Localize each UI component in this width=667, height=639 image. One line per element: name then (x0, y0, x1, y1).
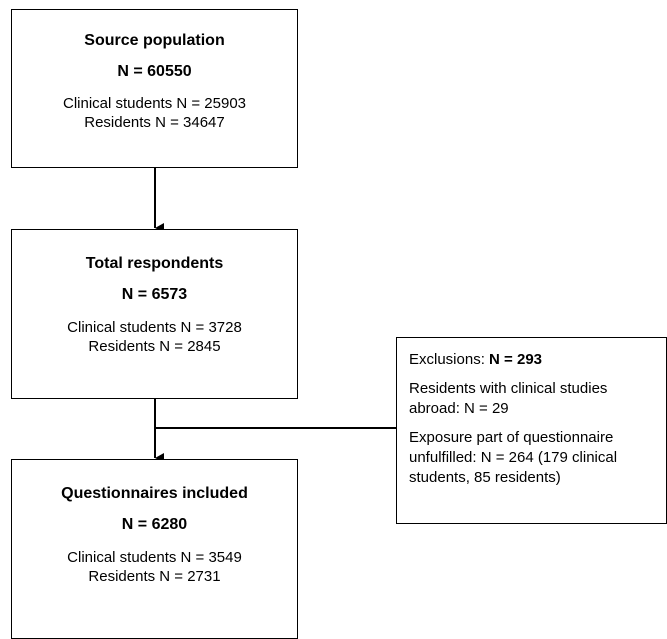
exclusion-item-line: students, 85 residents) (409, 469, 561, 486)
flow-connectors (154, 168, 396, 463)
box-count: N = 6280 (121, 516, 188, 533)
exclusion-item-line: unfulfilled: N = 264 (179 clinical (409, 449, 618, 466)
exclusions-count: N = 293 (489, 351, 543, 368)
box-title: Total respondents (85, 255, 224, 272)
box-detail-line: Residents N = 2731 (88, 568, 221, 585)
box-detail-line: Clinical students N = 3728 (67, 319, 242, 336)
box-count: N = 60550 (117, 63, 192, 80)
exclusion-item-unfulfilled: Exposure part of questionnaire unfulfill… (409, 428, 666, 488)
box-detail-line: Residents N = 34647 (84, 114, 225, 131)
box-detail-line: Residents N = 2845 (88, 338, 221, 355)
box-count: N = 6573 (121, 286, 188, 303)
exclusions-label: Exclusions: (409, 351, 490, 368)
exclusion-item-line: abroad: N = 29 (409, 400, 509, 417)
total-respondents-box: Total respondents N = 6573 Clinical stud… (11, 229, 298, 399)
exclusion-item-abroad: Residents with clinical studies abroad: … (409, 379, 666, 419)
exclusions-box: Exclusions: N = 293 Residents with clini… (396, 337, 667, 524)
source-population-box: Source population N = 60550 Clinical stu… (11, 9, 298, 168)
box-title: Questionnaires included (61, 485, 248, 502)
box-title: Source population (84, 32, 225, 49)
box-detail-line: Clinical students N = 25903 (62, 95, 247, 112)
questionnaires-included-box: Questionnaires included N = 6280 Clinica… (11, 459, 298, 639)
exclusion-item-line: Residents with clinical studies (409, 380, 608, 397)
exclusions-heading: Exclusions: N = 293 (409, 350, 666, 370)
exclusion-item-line: Exposure part of questionnaire (409, 429, 614, 446)
box-detail-line: Clinical students N = 3549 (67, 549, 242, 566)
